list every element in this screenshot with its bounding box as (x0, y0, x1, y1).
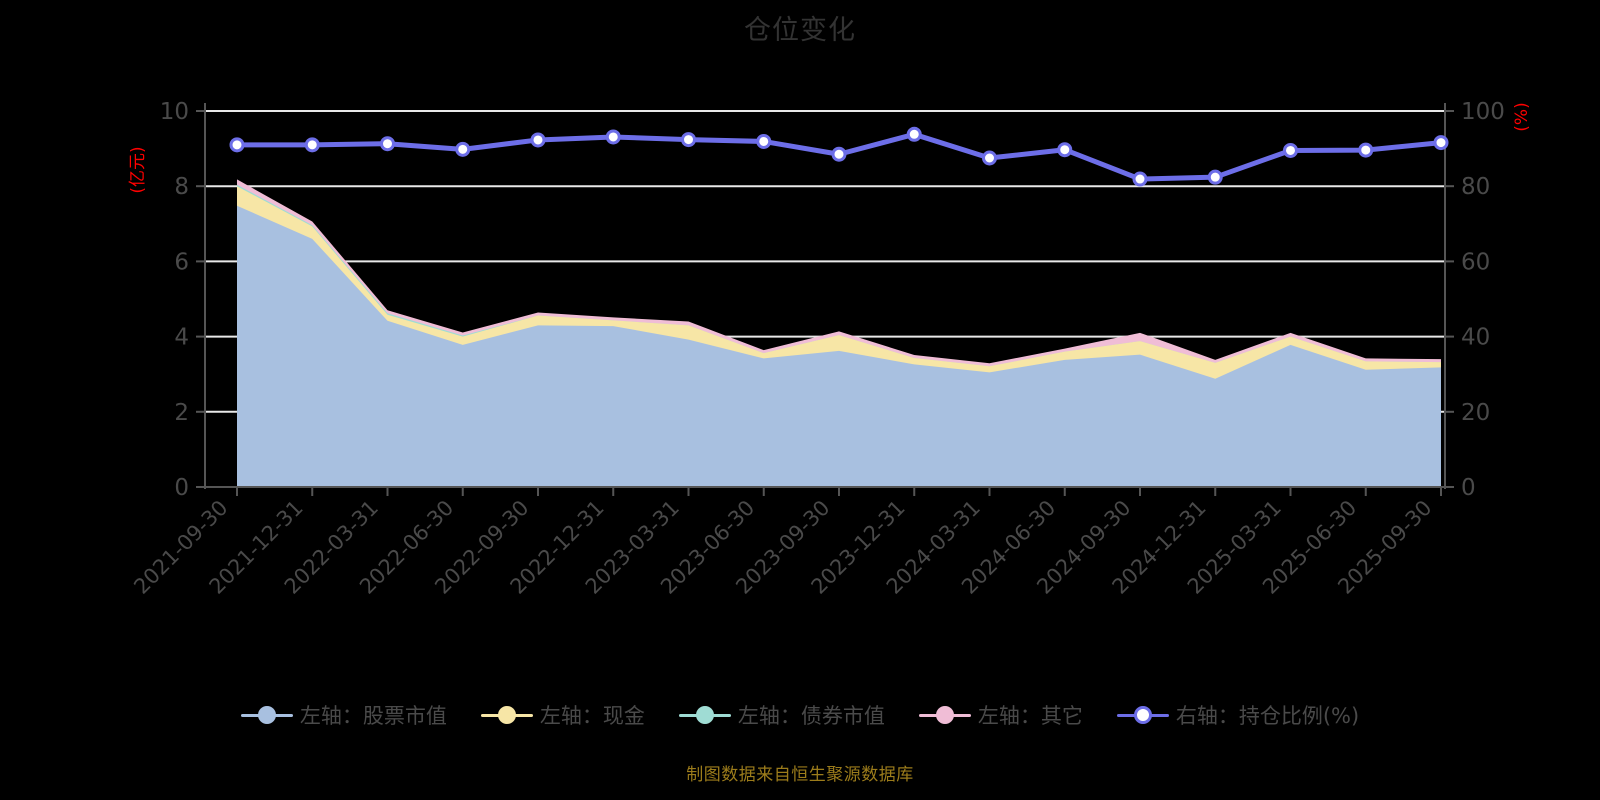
legend-dot-icon (935, 706, 954, 724)
ratio-line-marker (530, 132, 546, 148)
chart-title: 仓位变化 (744, 15, 856, 46)
left-axis-tick-label: 4 (174, 325, 189, 351)
legend-marker-icon (240, 705, 293, 725)
legend-marker-icon (918, 705, 971, 725)
legend-label: 左轴：债券市值 (737, 704, 885, 728)
right-axis-tick-label: 80 (1461, 174, 1490, 200)
left-axis-tick-label: 0 (174, 475, 189, 501)
right-axis-tick-label: 20 (1461, 400, 1490, 426)
ratio-line-marker (1433, 135, 1449, 151)
right-axis-tick-label: 60 (1461, 249, 1490, 275)
legend-dot-icon (257, 706, 276, 724)
legend-marker-icon (480, 705, 533, 725)
right-axis-tick-label: 100 (1461, 99, 1505, 125)
ratio-line-marker (1283, 142, 1298, 158)
ratio-line-marker (831, 146, 847, 162)
legend-dot-icon (1133, 706, 1152, 724)
ratio-line-marker (1132, 171, 1148, 187)
ratio-line-marker (229, 137, 245, 153)
legend-label: 右轴：持仓比例(%) (1175, 704, 1360, 728)
right-axis-tick-label: 40 (1461, 325, 1490, 351)
axis-unit-labels: (亿元) (%) (128, 102, 1532, 193)
axis-lines (204, 103, 1446, 489)
legend-item[interactable]: 左轴：现金 (480, 700, 645, 730)
right-axis-tick-label: 0 (1461, 475, 1476, 501)
ratio-line-marker (605, 129, 621, 145)
ratio-line-marker (906, 126, 922, 142)
ratio-line-marker (982, 150, 997, 166)
left-axis-tick-label: 6 (174, 249, 189, 275)
legend-label: 左轴：股票市值 (299, 704, 447, 728)
legend-dot-icon (695, 706, 714, 724)
ratio-line-marker (681, 132, 696, 148)
ratio-line-series (229, 126, 1449, 187)
left-axis-tick-label: 2 (174, 400, 189, 426)
legend-dot-icon (497, 706, 516, 724)
left-axis-unit-label: (亿元) (128, 146, 148, 193)
legend-item[interactable]: 右轴：持仓比例(%) (1116, 700, 1360, 730)
legend-item[interactable]: 左轴：债券市值 (678, 700, 885, 730)
ratio-line-marker (756, 133, 772, 149)
x-axis-ticks: 2021-09-302021-12-312022-03-312022-06-30… (129, 487, 1442, 599)
ratio-line-marker (304, 137, 320, 153)
left-axis-ticks: 0 2 4 6 8 10 (160, 99, 205, 501)
watermark-text: 制图数据来自恒生聚源数据库 (686, 765, 914, 785)
legend-label: 左轴：其它 (977, 704, 1083, 728)
right-axis-ticks: 0 20 40 60 80 100 (1445, 99, 1505, 501)
legend-item[interactable]: 左轴：其它 (918, 700, 1083, 730)
ratio-line-marker (380, 136, 395, 152)
left-axis-tick-label: 10 (160, 99, 189, 125)
legend-item[interactable]: 左轴：股票市值 (240, 700, 447, 730)
legend-marker-icon (678, 705, 731, 725)
ratio-line-marker (1358, 142, 1374, 158)
area-series-group (237, 179, 1441, 488)
left-axis-tick-label: 8 (174, 174, 189, 200)
chart-legend: 左轴：股票市值 左轴：现金 左轴：债券市值 左轴：其它 右轴：持仓比例(%) (0, 700, 1600, 730)
area-series (237, 205, 1441, 487)
ratio-line-marker (1207, 169, 1223, 185)
ratio-line-marker (1057, 142, 1073, 158)
legend-label: 左轴：现金 (539, 704, 645, 728)
right-axis-unit-label: (%) (1512, 102, 1532, 131)
legend-marker-icon (1116, 705, 1169, 725)
ratio-line-marker (455, 141, 471, 157)
